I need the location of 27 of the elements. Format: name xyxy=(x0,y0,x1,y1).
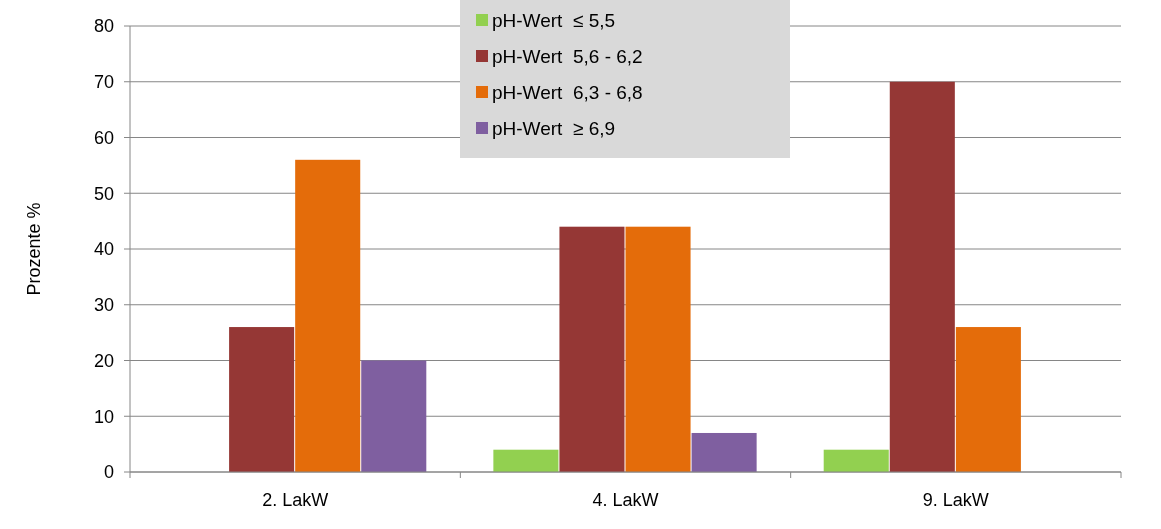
y-tick-label: 40 xyxy=(93,239,114,260)
bar xyxy=(295,159,361,472)
bar xyxy=(955,327,1021,472)
y-axis-title: Prozente % xyxy=(24,202,44,296)
legend-label: pH-Wert ≤ 5,5 xyxy=(492,9,616,31)
bar xyxy=(625,226,691,472)
bar xyxy=(229,327,295,472)
x-tick-label: 2. LakW xyxy=(262,490,329,510)
y-tick-label: 80 xyxy=(93,16,114,37)
bar xyxy=(361,360,427,472)
bar xyxy=(691,432,757,472)
bar xyxy=(493,449,559,472)
y-tick-label: 0 xyxy=(103,462,114,483)
bar xyxy=(823,449,889,472)
y-tick-label: 50 xyxy=(93,183,114,204)
x-tick-label: 9. LakW xyxy=(922,490,989,510)
legend-label: pH-Wert ≥ 6,9 xyxy=(492,117,616,139)
y-tick-label: 10 xyxy=(93,406,114,427)
y-tick-label: 70 xyxy=(93,72,114,93)
bar xyxy=(559,226,625,472)
x-tick-label: 4. LakW xyxy=(592,490,659,510)
legend-label: pH-Wert 6,3 - 6,8 xyxy=(492,81,643,103)
y-tick-label: 30 xyxy=(93,295,114,316)
legend-label: pH-Wert 5,6 - 6,2 xyxy=(492,45,643,67)
y-tick-label: 20 xyxy=(93,350,114,371)
bar xyxy=(889,81,955,472)
y-tick-label: 60 xyxy=(93,127,114,148)
